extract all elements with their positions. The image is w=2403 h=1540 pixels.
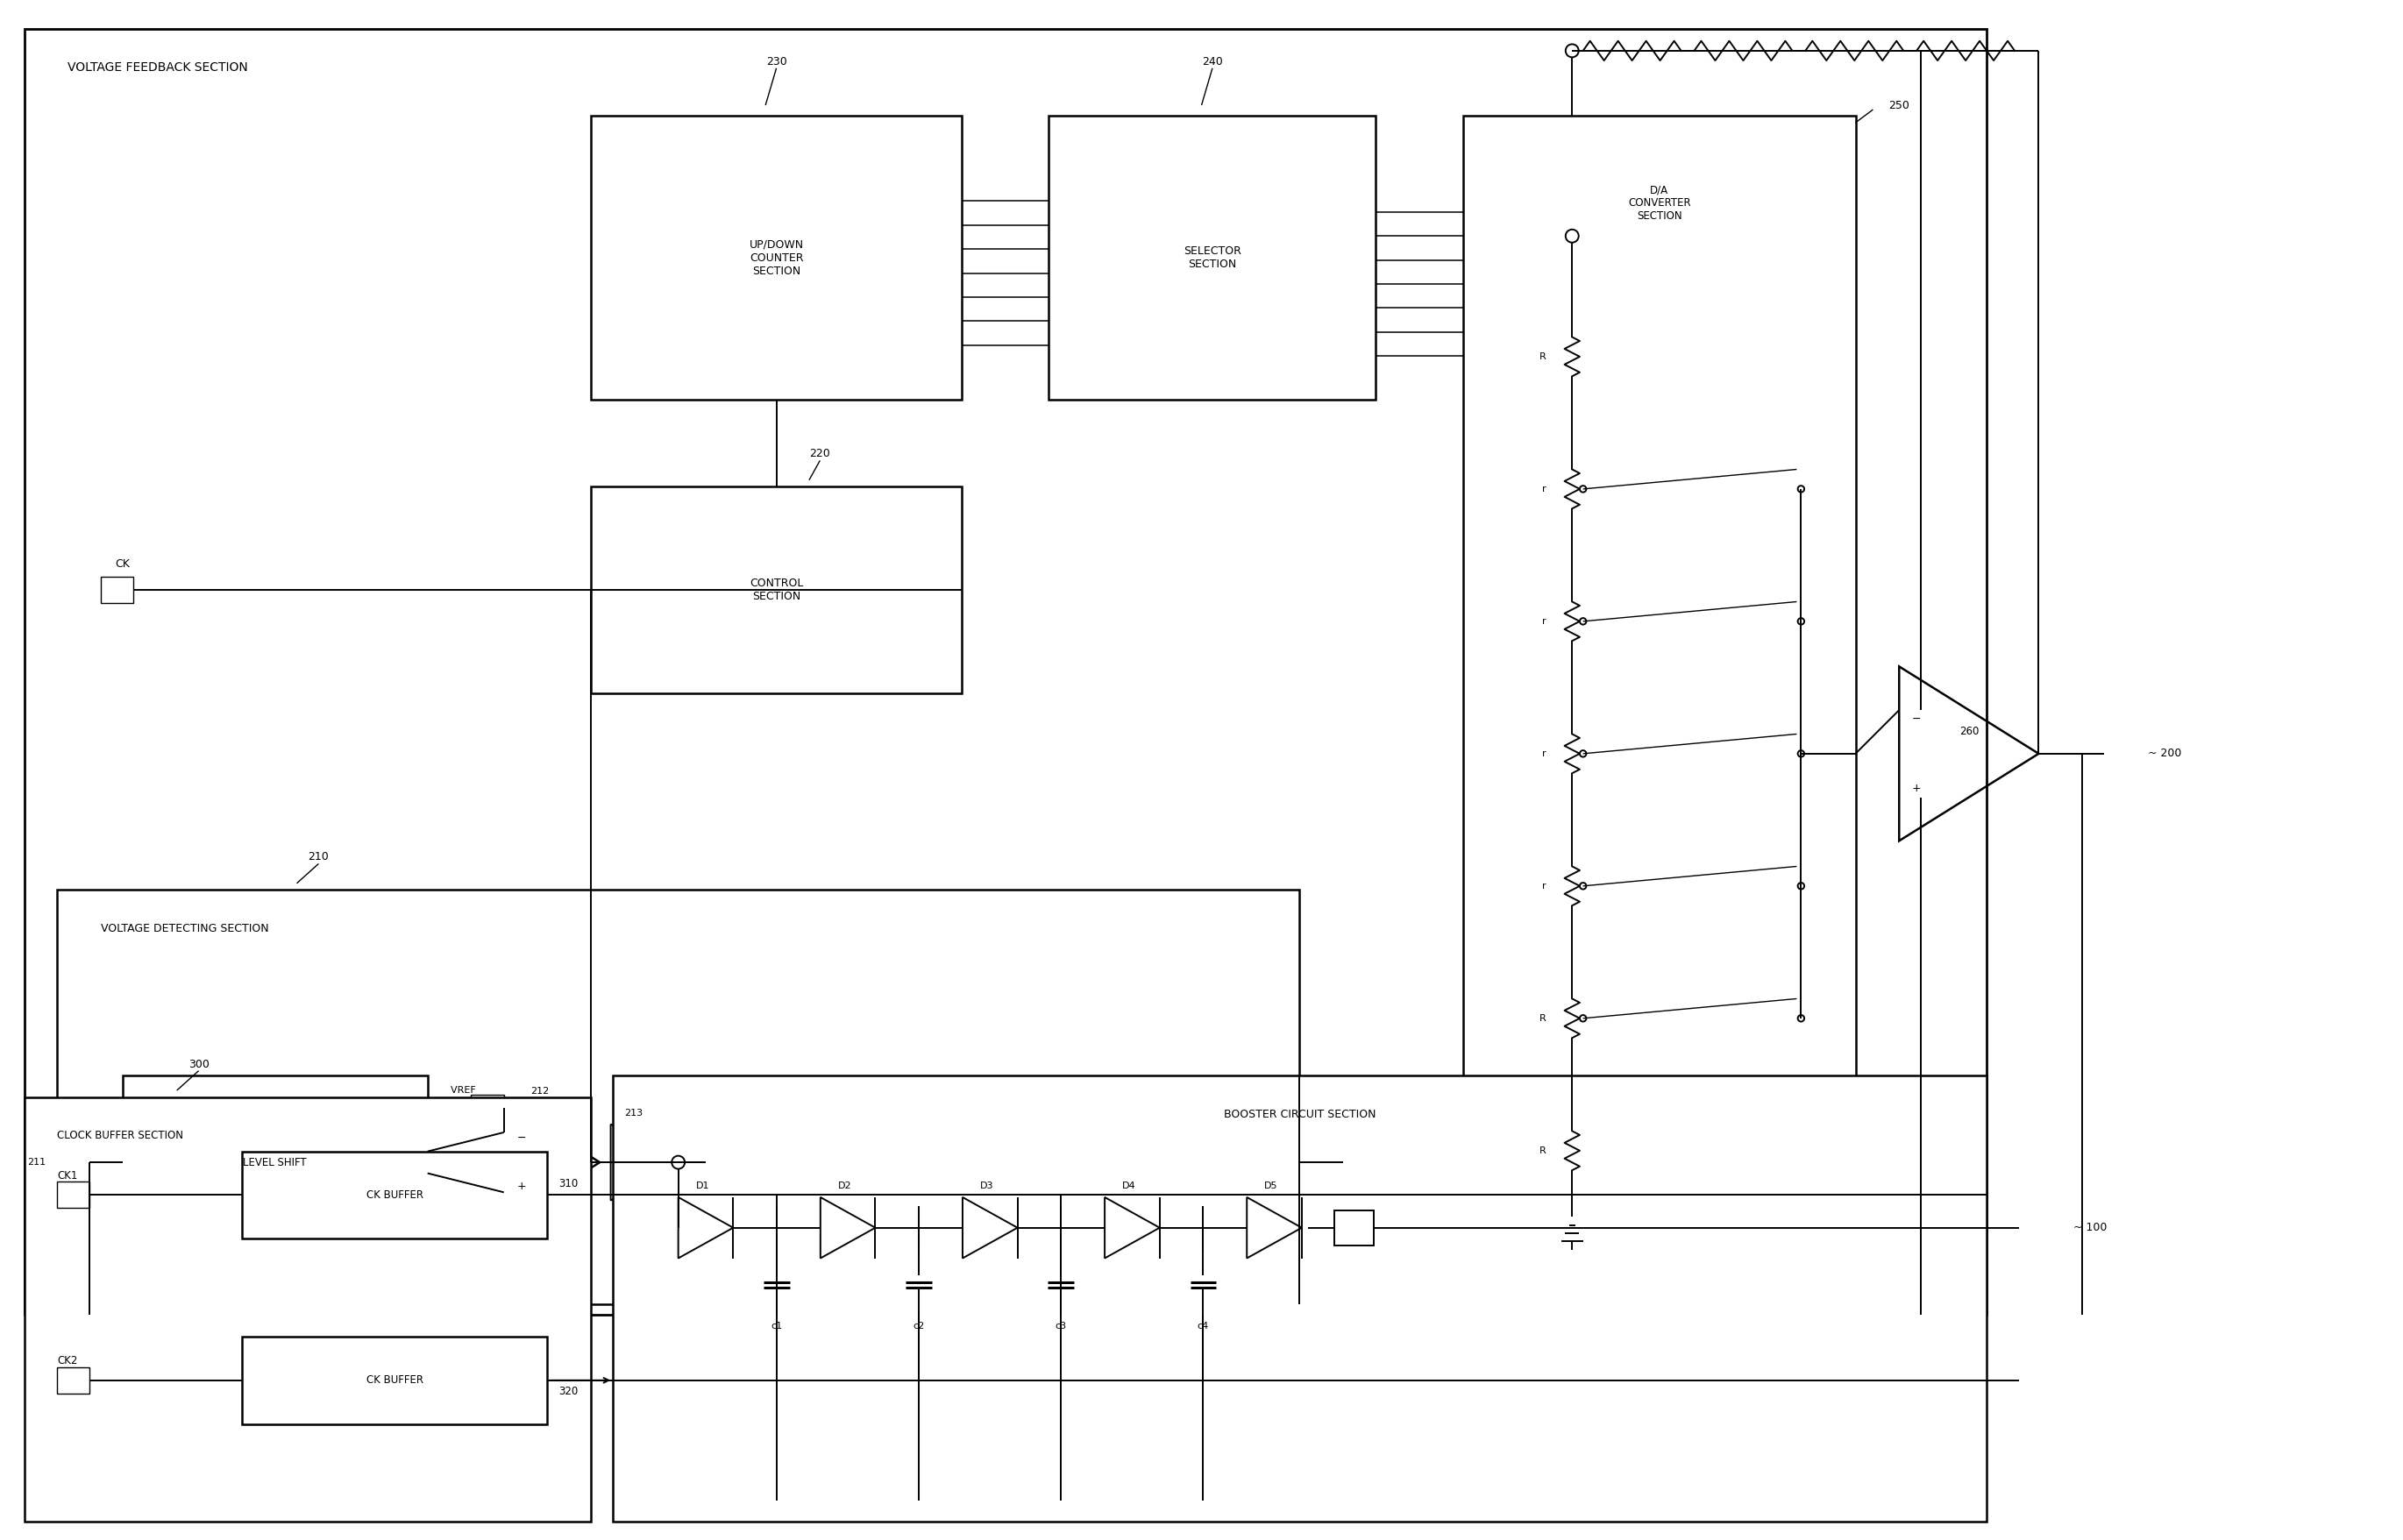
Circle shape <box>1567 229 1579 242</box>
Text: D3: D3 <box>980 1181 995 1190</box>
Bar <box>243 1337 548 1425</box>
Text: 211: 211 <box>26 1158 46 1167</box>
Text: +: + <box>517 1181 526 1192</box>
Circle shape <box>1579 618 1586 625</box>
Text: D2: D2 <box>839 1181 851 1190</box>
Text: c1: c1 <box>771 1321 783 1331</box>
Text: CK1: CK1 <box>58 1170 77 1181</box>
Circle shape <box>1797 618 1805 625</box>
Text: LEVEL SHIFT: LEVEL SHIFT <box>243 1157 308 1167</box>
Circle shape <box>1797 882 1805 889</box>
Circle shape <box>675 1158 685 1167</box>
Circle shape <box>1579 485 1586 493</box>
Text: 310: 310 <box>557 1178 577 1190</box>
Text: CLOCK BUFFER SECTION: CLOCK BUFFER SECTION <box>58 1130 183 1141</box>
Text: D/A
CONVERTER
SECTION: D/A CONVERTER SECTION <box>1627 185 1692 222</box>
Text: c2: c2 <box>913 1321 925 1331</box>
Text: r: r <box>1543 618 1545 625</box>
Text: R: R <box>1540 1013 1545 1023</box>
Bar <box>101 578 132 604</box>
Text: r: r <box>1543 881 1545 890</box>
Text: VOLTAGE DETECTING SECTION: VOLTAGE DETECTING SECTION <box>101 922 269 933</box>
Text: 320: 320 <box>557 1386 577 1397</box>
Bar <box>1463 116 1855 1272</box>
Text: 240: 240 <box>1202 55 1223 68</box>
Text: D4: D4 <box>1122 1181 1137 1190</box>
Circle shape <box>1797 750 1805 758</box>
Bar <box>243 1152 548 1238</box>
Text: r: r <box>1543 485 1545 493</box>
Circle shape <box>1579 750 1586 758</box>
Text: CK2: CK2 <box>58 1355 77 1366</box>
Text: +: + <box>1913 782 1922 795</box>
Text: CK: CK <box>115 559 130 570</box>
Text: ~ 100: ~ 100 <box>2074 1223 2107 1234</box>
Text: c3: c3 <box>1055 1321 1067 1331</box>
Text: D5: D5 <box>1264 1181 1278 1190</box>
Text: 212: 212 <box>531 1087 550 1096</box>
Bar <box>591 116 961 399</box>
Bar <box>58 1183 89 1207</box>
Circle shape <box>1579 882 1586 889</box>
Circle shape <box>1797 485 1805 493</box>
Bar <box>591 487 961 693</box>
Bar <box>67 1149 101 1175</box>
Text: R: R <box>1540 1146 1545 1155</box>
Text: BOOSTER CIRCUIT SECTION: BOOSTER CIRCUIT SECTION <box>1223 1109 1375 1120</box>
Text: SELECTOR
SECTION: SELECTOR SECTION <box>1185 245 1242 269</box>
Text: r: r <box>1543 750 1545 758</box>
Text: R: R <box>1540 353 1545 360</box>
Text: CK BUFFER: CK BUFFER <box>365 1189 423 1201</box>
Circle shape <box>1797 1015 1805 1021</box>
Text: 213: 213 <box>625 1109 644 1118</box>
Text: 300: 300 <box>187 1058 209 1070</box>
Bar <box>613 1075 1987 1522</box>
Text: 250: 250 <box>1889 100 1908 111</box>
Text: −: − <box>1913 713 1920 724</box>
Text: 210: 210 <box>308 852 329 862</box>
Circle shape <box>1567 45 1579 57</box>
Bar <box>58 1368 89 1394</box>
Text: 220: 220 <box>810 448 831 459</box>
Text: CONTROL
SECTION: CONTROL SECTION <box>750 578 803 602</box>
Text: 230: 230 <box>767 55 786 68</box>
Text: ~ 200: ~ 200 <box>2148 748 2182 759</box>
Text: VOLTAGE FEEDBACK SECTION: VOLTAGE FEEDBACK SECTION <box>67 62 248 74</box>
Bar <box>1334 1210 1375 1246</box>
Text: D1: D1 <box>697 1181 709 1190</box>
Text: VREF: VREF <box>452 1086 483 1095</box>
Circle shape <box>1579 1015 1586 1021</box>
Text: −: − <box>517 1132 526 1144</box>
Text: UP/DOWN
COUNTER
SECTION: UP/DOWN COUNTER SECTION <box>750 239 803 277</box>
Bar <box>24 1096 591 1522</box>
Text: CK BUFFER: CK BUFFER <box>365 1375 423 1386</box>
Bar <box>123 1075 428 1249</box>
Bar <box>24 29 1987 1315</box>
Circle shape <box>673 1157 685 1169</box>
Bar <box>58 890 1300 1304</box>
Text: 260: 260 <box>1958 727 1978 738</box>
Text: c4: c4 <box>1197 1321 1209 1331</box>
Bar <box>471 1095 505 1121</box>
Bar <box>1048 116 1377 399</box>
